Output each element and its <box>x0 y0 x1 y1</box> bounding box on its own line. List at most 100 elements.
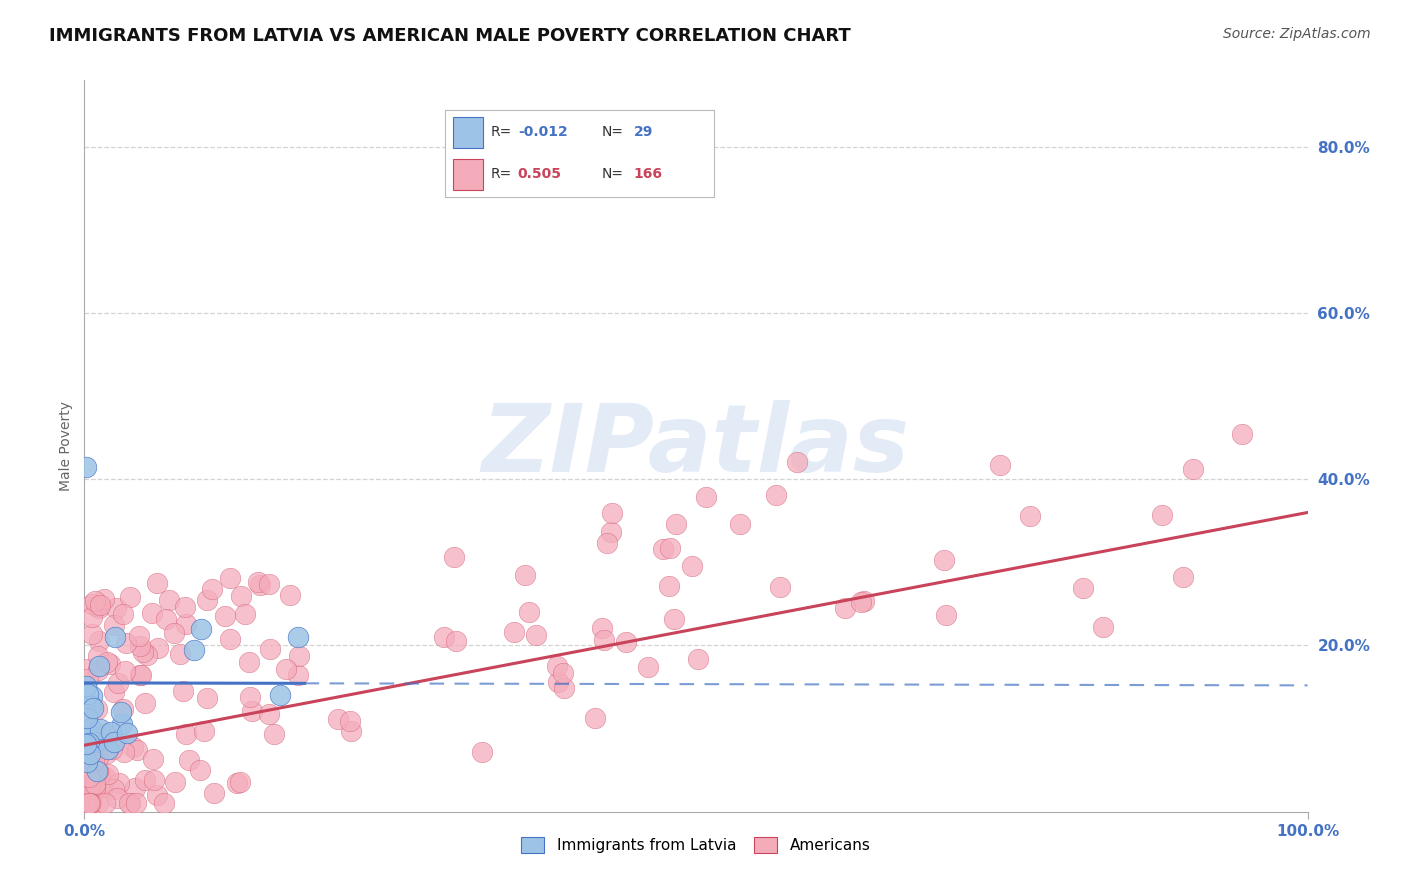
Point <box>553 681 575 695</box>
Point <box>80 690 103 704</box>
Point <box>146 641 169 656</box>
Point <box>75 743 97 757</box>
Point <box>128 629 150 643</box>
Point <box>79 697 101 711</box>
Point <box>257 706 280 721</box>
Point <box>125 797 148 811</box>
Point <box>547 675 569 690</box>
Point <box>233 607 256 621</box>
Point <box>108 776 131 790</box>
Point <box>259 642 281 657</box>
Point <box>86 764 108 778</box>
Point <box>117 797 139 811</box>
Point <box>76 755 98 769</box>
Point <box>125 742 148 756</box>
Point <box>120 797 142 811</box>
Point <box>83 781 105 796</box>
Point <box>551 665 574 680</box>
Point <box>107 676 129 690</box>
Point <box>96 655 118 669</box>
Point <box>76 788 98 802</box>
Point <box>100 725 122 739</box>
Text: IMMIGRANTS FROM LATVIA VS AMERICAN MALE POVERTY CORRELATION CHART: IMMIGRANTS FROM LATVIA VS AMERICAN MALE … <box>49 27 851 45</box>
Point <box>79 747 101 761</box>
Point <box>134 772 156 787</box>
Point <box>179 753 201 767</box>
Point <box>77 797 100 811</box>
Point <box>80 756 103 771</box>
Point <box>104 630 127 644</box>
Point <box>269 689 291 703</box>
Point <box>97 742 120 756</box>
Point <box>129 639 152 653</box>
Point <box>89 723 111 737</box>
Point <box>174 727 197 741</box>
Point <box>79 762 101 776</box>
Point <box>89 598 111 612</box>
Point <box>101 742 124 756</box>
Point <box>444 633 467 648</box>
Point <box>183 642 205 657</box>
Point <box>769 580 792 594</box>
Point <box>103 617 125 632</box>
Point <box>97 766 120 780</box>
Point <box>86 796 108 810</box>
Text: Source: ZipAtlas.com: Source: ZipAtlas.com <box>1223 27 1371 41</box>
Point <box>524 628 547 642</box>
Point <box>471 745 494 759</box>
Point <box>688 652 710 666</box>
Point <box>84 735 107 749</box>
Point <box>79 778 101 792</box>
Point <box>77 662 100 676</box>
Point <box>219 571 242 585</box>
Point <box>153 797 176 811</box>
Point <box>433 631 456 645</box>
Point <box>105 791 128 805</box>
Point <box>274 662 297 676</box>
Point <box>263 727 285 741</box>
Point <box>83 754 105 768</box>
Point <box>662 612 685 626</box>
Point <box>214 609 236 624</box>
Point <box>118 591 141 605</box>
Point <box>131 645 153 659</box>
Point <box>103 684 125 698</box>
Point <box>87 600 110 615</box>
Point <box>195 691 218 706</box>
Point <box>103 735 125 749</box>
Point <box>75 756 97 771</box>
Point <box>195 593 218 607</box>
Point <box>141 607 163 621</box>
Point <box>86 599 108 614</box>
Point <box>190 622 212 636</box>
Point <box>240 704 263 718</box>
Point <box>665 517 688 532</box>
Point <box>112 702 135 716</box>
Point <box>75 797 97 811</box>
Point <box>219 632 242 646</box>
Point <box>86 749 108 764</box>
Point <box>80 781 103 796</box>
Point <box>201 582 224 596</box>
Point <box>600 524 623 539</box>
Point <box>172 684 194 698</box>
Point <box>77 770 100 784</box>
Point <box>591 621 613 635</box>
Point <box>1071 582 1094 596</box>
Point <box>326 712 349 726</box>
Point <box>93 592 115 607</box>
Point <box>143 772 166 787</box>
Point <box>169 648 191 662</box>
Point <box>174 599 197 614</box>
Point <box>94 726 117 740</box>
Point <box>287 630 309 644</box>
Point <box>278 588 301 602</box>
Point <box>84 777 107 791</box>
Point <box>80 797 103 811</box>
Point <box>851 594 873 608</box>
Point <box>75 737 97 751</box>
Point <box>443 549 465 564</box>
Point <box>728 516 751 531</box>
Point <box>834 601 856 615</box>
Point <box>658 541 681 556</box>
